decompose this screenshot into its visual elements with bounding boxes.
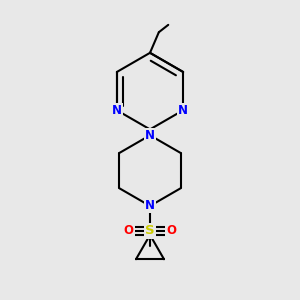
Text: O: O	[166, 224, 176, 238]
Text: N: N	[145, 129, 155, 142]
Text: N: N	[178, 104, 188, 117]
Text: N: N	[145, 200, 155, 212]
Text: N: N	[112, 104, 122, 117]
Text: O: O	[124, 224, 134, 238]
Text: S: S	[145, 224, 155, 238]
